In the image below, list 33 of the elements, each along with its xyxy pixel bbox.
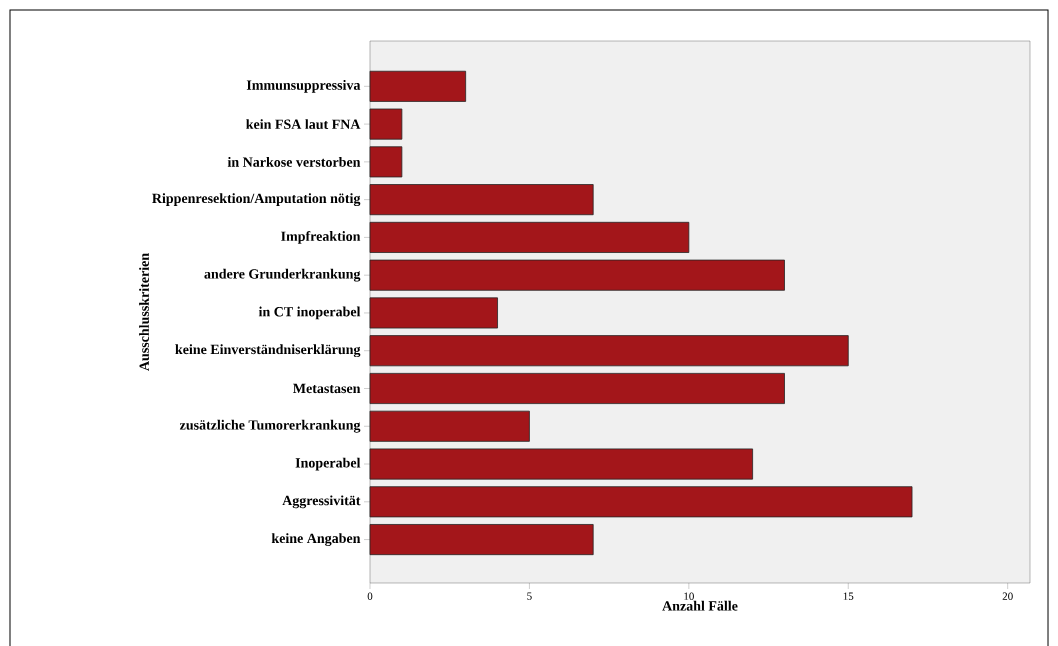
bar	[369, 524, 594, 556]
bar	[369, 70, 467, 102]
x-tick-label: 20	[1002, 592, 1013, 600]
bar	[369, 184, 594, 216]
y-tick-label: Metastasen	[293, 383, 361, 394]
bar	[369, 297, 498, 329]
bar	[369, 486, 913, 518]
y-tick-label: Inoperabel	[295, 457, 361, 471]
y-tick-label: Rippenresektion/Amputation nötig	[152, 193, 361, 207]
y-tick-label: zusätzliche Tumorerkrankung	[179, 419, 361, 433]
bar	[369, 146, 403, 178]
y-tick-label: Immunsuppressiva	[246, 79, 361, 93]
x-tick-label: 10	[684, 592, 694, 600]
bar	[369, 221, 690, 253]
bar	[369, 108, 403, 140]
x-axis-title: Anzahl Fälle	[662, 600, 738, 611]
x-tick-label: 5	[527, 592, 532, 600]
x-tick-label: 15	[843, 592, 854, 600]
x-tick-label: 0	[367, 592, 373, 600]
bar	[369, 335, 849, 367]
y-tick-label: andere Grunderkrankung	[204, 268, 361, 282]
y-tick-label: Impfreaktion	[281, 230, 361, 244]
bar	[369, 372, 785, 404]
y-tick-label: keine Einverständniserklärung	[175, 344, 361, 358]
bar	[369, 259, 785, 291]
bar	[369, 448, 754, 480]
bar	[369, 410, 530, 442]
y-axis-title: Ausschlusskriterien	[139, 253, 149, 371]
y-tick-label: kein FSA laut FNA	[246, 119, 361, 130]
y-tick-label: Aggressivität	[282, 495, 361, 509]
y-tick-label: keine Angaben	[271, 533, 361, 546]
y-tick-label: in Narkose verstorben	[227, 156, 361, 167]
y-tick-label: in CT inoperabel	[258, 306, 361, 320]
